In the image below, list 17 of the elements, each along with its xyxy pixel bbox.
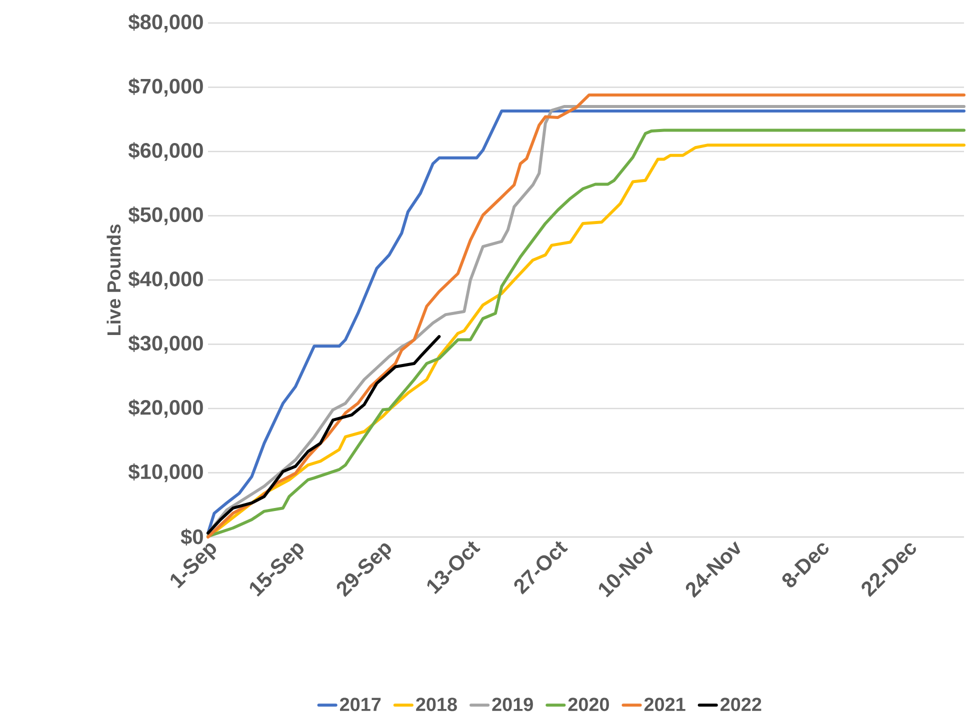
y-tick-label: $0: [180, 528, 203, 546]
line-series: [206, 335, 441, 535]
y-tick-label: $30,000: [128, 334, 203, 354]
legend-label: 2019: [492, 698, 533, 712]
y-tick-label: $60,000: [128, 142, 203, 161]
legend-label: 2018: [416, 698, 457, 712]
y-tick-label: $80,000: [128, 14, 203, 32]
legend-label: 2020: [568, 698, 609, 712]
legend-label: 2017: [340, 698, 381, 712]
y-tick-label: $70,000: [128, 78, 203, 97]
y-tick-label: $40,000: [128, 270, 203, 290]
y-tick-label: $20,000: [128, 399, 203, 418]
y-axis-title: Live Pounds: [106, 224, 121, 336]
y-tick-label: $50,000: [128, 206, 203, 226]
legend-label: 2021: [644, 698, 686, 712]
y-tick-label: $10,000: [128, 463, 203, 482]
legend-label: 2022: [720, 698, 762, 712]
